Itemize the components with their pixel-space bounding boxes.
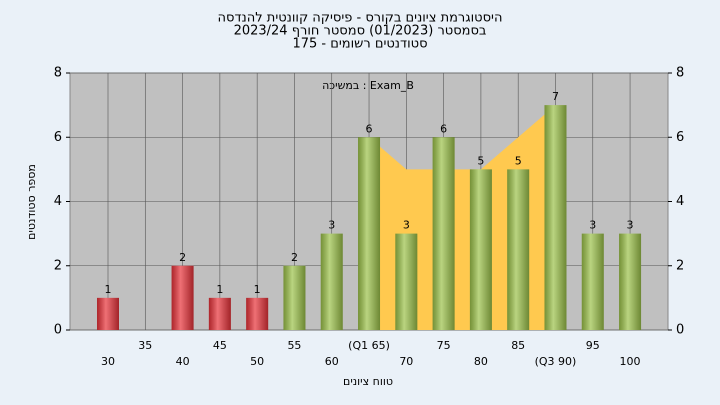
bar-shine — [581, 233, 604, 330]
value-label: 3 — [589, 219, 596, 232]
bar-shine — [208, 297, 231, 330]
y-tick-label: 0 — [54, 323, 62, 338]
x-tick-label: 100 — [620, 355, 641, 368]
x-tick-label: 70 — [399, 355, 413, 368]
bar-shine — [358, 137, 381, 330]
value-label: 3 — [403, 219, 410, 232]
x-tick-label: 40 — [176, 355, 190, 368]
x-tick-label: 45 — [213, 339, 227, 352]
bar-shine — [320, 233, 343, 330]
x-tick-label: 30 — [101, 355, 115, 368]
value-label: 3 — [328, 219, 335, 232]
value-label: 7 — [552, 90, 559, 103]
bar-shine — [395, 233, 418, 330]
y2-tick-label: 0 — [676, 323, 684, 338]
bar-shine — [97, 297, 119, 330]
value-label: 6 — [440, 122, 447, 135]
bar-shine — [469, 169, 492, 330]
y-tick-label: 8 — [54, 66, 62, 81]
bar-shine — [544, 105, 567, 330]
annotation: במשיכה : Exam_B — [322, 79, 414, 92]
value-label: 1 — [254, 283, 261, 296]
bar-shine — [507, 169, 530, 330]
bar-shine — [171, 265, 194, 330]
x-tick-label: 80 — [474, 355, 488, 368]
y-tick-label: 4 — [54, 194, 62, 209]
x-tick-label: 60 — [325, 355, 339, 368]
x-tick-label: 35 — [138, 339, 152, 352]
value-label: 3 — [627, 219, 634, 232]
chart-subtitle: סטודנטים רשומים - 175 — [292, 37, 427, 52]
value-label: 2 — [291, 251, 298, 264]
x-tick-label: (Q1 65) — [348, 339, 390, 352]
x-tick-label: 75 — [437, 339, 451, 352]
x-axis-label: טווח ציונים — [343, 375, 393, 388]
bar-shine — [432, 137, 455, 330]
chart-subtitle: בסמסטר (01/2023) סמסטר חורף 2023/24 — [234, 24, 487, 39]
x-tick-label: 85 — [511, 339, 525, 352]
y-tick-label: 2 — [54, 258, 62, 273]
x-tick-label: 50 — [250, 355, 264, 368]
y2-tick-label: 2 — [676, 258, 684, 273]
bar-shine — [283, 265, 306, 330]
y2-tick-label: 4 — [676, 194, 684, 209]
chart-title: היסטוגרמת ציונים בקורס - פיסיקה קוונטית … — [218, 11, 503, 26]
value-label: 5 — [477, 154, 484, 167]
bar-shine — [246, 297, 269, 330]
y2-tick-label: 8 — [676, 66, 684, 81]
value-label: 6 — [366, 122, 373, 135]
x-tick-label: (Q3 90) — [535, 355, 577, 368]
bar-shine — [619, 233, 642, 330]
x-tick-label: 55 — [287, 339, 301, 352]
value-label: 1 — [216, 283, 223, 296]
y-tick-label: 6 — [54, 130, 62, 145]
y-axis-label: מספר סטודנטים — [25, 164, 38, 240]
value-label: 5 — [515, 154, 522, 167]
value-label: 2 — [179, 251, 186, 264]
y2-tick-label: 6 — [676, 130, 684, 145]
x-tick-label: 95 — [586, 339, 600, 352]
value-label: 1 — [105, 283, 112, 296]
